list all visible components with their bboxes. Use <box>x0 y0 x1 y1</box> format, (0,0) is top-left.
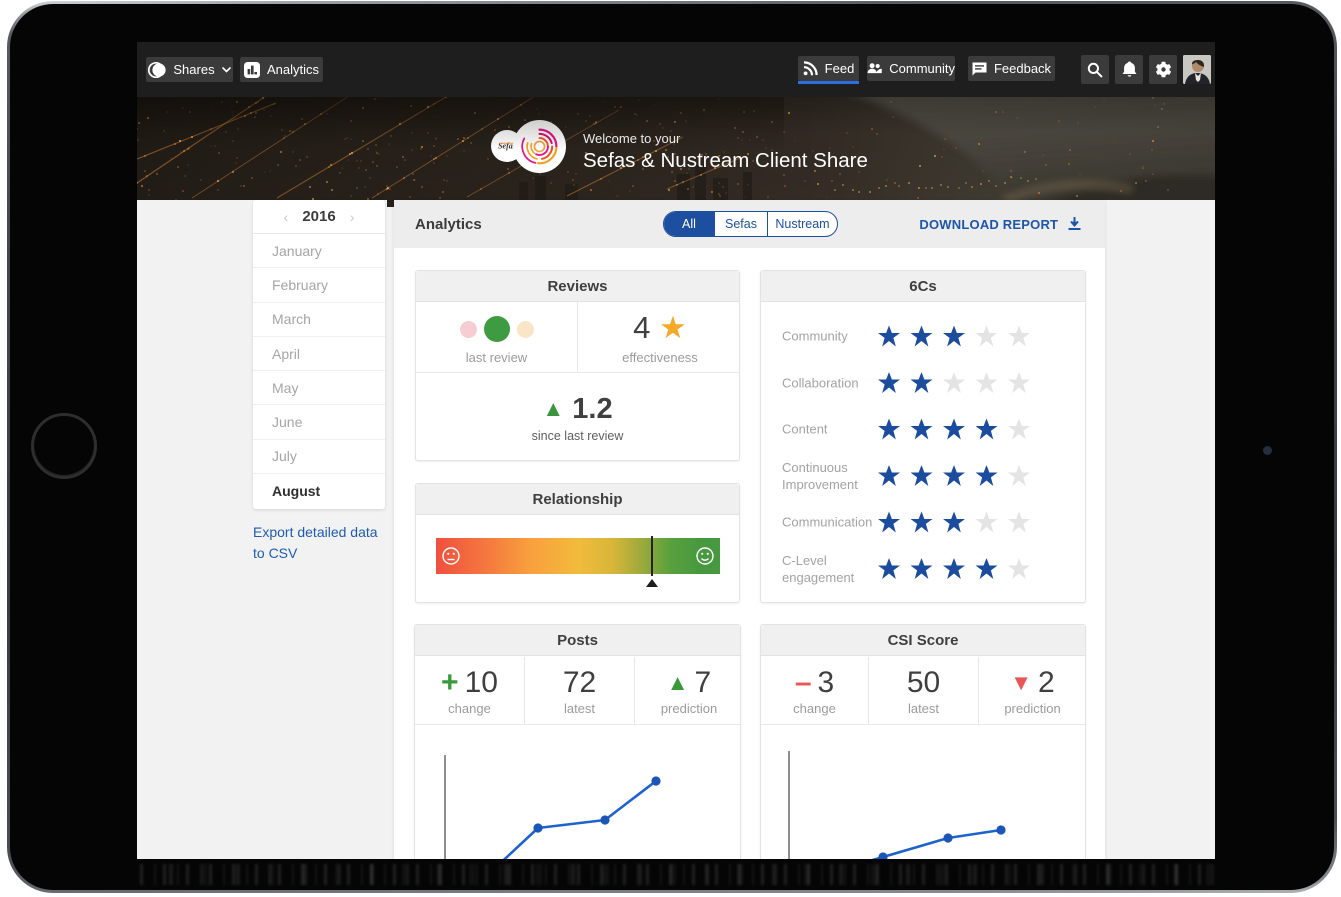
svg-text:Sefas: Sefas <box>498 141 516 150</box>
